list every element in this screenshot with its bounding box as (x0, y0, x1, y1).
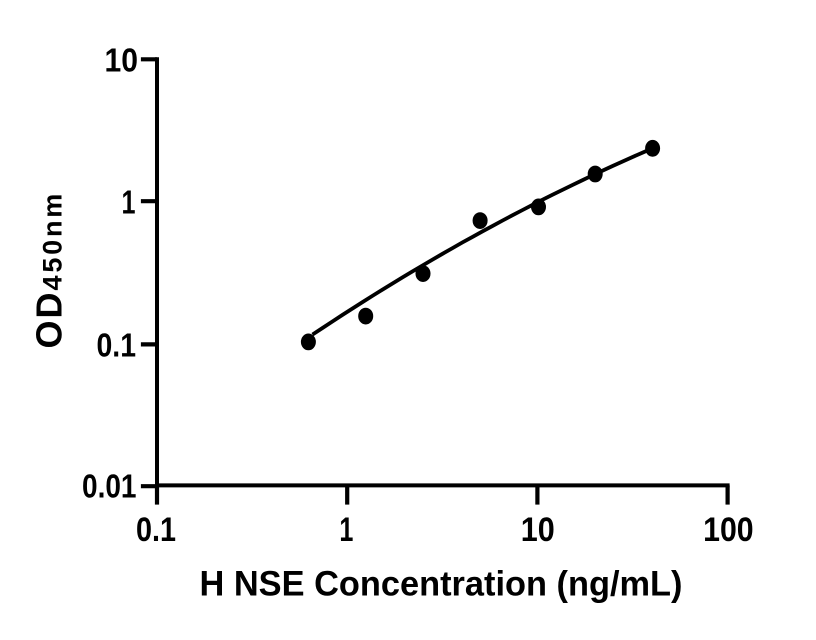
svg-text:0.01: 0.01 (82, 468, 137, 505)
svg-text:H NSE Concentration (ng/mL): H NSE Concentration (ng/mL) (200, 564, 683, 603)
svg-text:0.1: 0.1 (136, 511, 176, 549)
svg-text:10: 10 (105, 42, 139, 79)
svg-text:0.1: 0.1 (97, 327, 137, 364)
svg-text:OD450nm: OD450nm (29, 191, 70, 349)
svg-text:10: 10 (521, 511, 555, 549)
svg-text:100: 100 (703, 511, 754, 549)
svg-text:1: 1 (122, 184, 136, 221)
svg-text:1: 1 (339, 511, 353, 549)
